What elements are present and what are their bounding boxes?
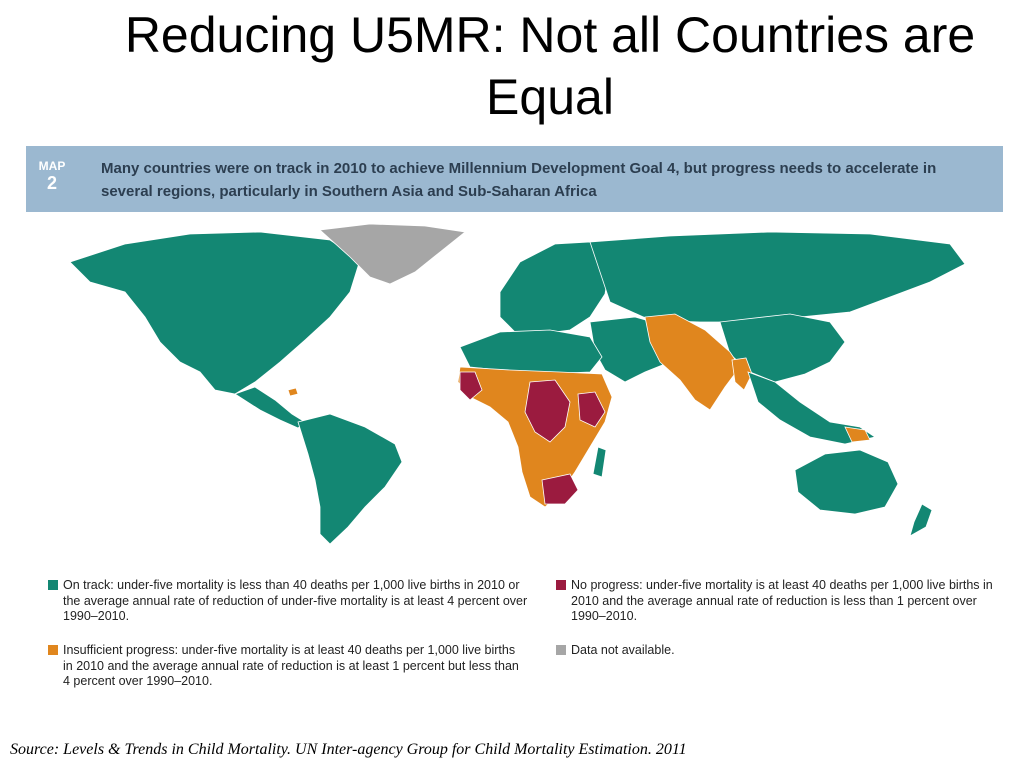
region-europe xyxy=(499,241,611,335)
region-papua-new-guinea xyxy=(844,426,871,443)
region-south-asia xyxy=(644,313,741,411)
legend-swatch-insufficient xyxy=(48,645,58,655)
map-label-word: MAP xyxy=(38,159,66,173)
legend-text-on-track: On track: under-five mortality is less t… xyxy=(63,578,528,623)
region-south-america xyxy=(297,413,403,545)
region-north-africa xyxy=(459,329,603,375)
region-australia xyxy=(794,449,899,515)
legend-swatch-no-progress xyxy=(556,580,566,590)
legend-swatch-on-track xyxy=(48,580,58,590)
region-no-progress-southern-africa xyxy=(541,473,579,505)
region-southeast-asia xyxy=(747,371,876,445)
region-madagascar xyxy=(592,446,607,478)
region-north-asia xyxy=(589,231,966,323)
map-label-number: 2 xyxy=(46,173,57,193)
map-label: MAP 2 xyxy=(32,159,72,194)
legend-text-insufficient: Insufficient progress: under-five mortal… xyxy=(63,643,519,688)
source-citation: Source: Levels & Trends in Child Mortali… xyxy=(10,741,687,758)
legend-swatch-not-available xyxy=(556,645,566,655)
region-new-zealand xyxy=(909,503,933,537)
region-no-progress-east-africa xyxy=(577,391,606,428)
map-heading: Many countries were on track in 2010 to … xyxy=(101,160,937,200)
region-north-america xyxy=(69,231,361,395)
region-no-progress-central-africa xyxy=(524,379,571,443)
map-header-band: MAP 2 Many countries were on track in 20… xyxy=(26,146,1003,212)
slide-title: Reducing U5MR: Not all Countries are Equ… xyxy=(124,7,976,125)
region-no-progress-west-africa xyxy=(459,371,483,401)
legend-text-no-progress: No progress: under-five mortality is at … xyxy=(571,578,993,623)
region-greenland xyxy=(319,223,466,285)
region-myanmar xyxy=(731,357,753,391)
legend-text-not-available: Data not available. xyxy=(571,643,675,657)
world-map xyxy=(69,223,966,545)
region-haiti xyxy=(287,387,299,397)
